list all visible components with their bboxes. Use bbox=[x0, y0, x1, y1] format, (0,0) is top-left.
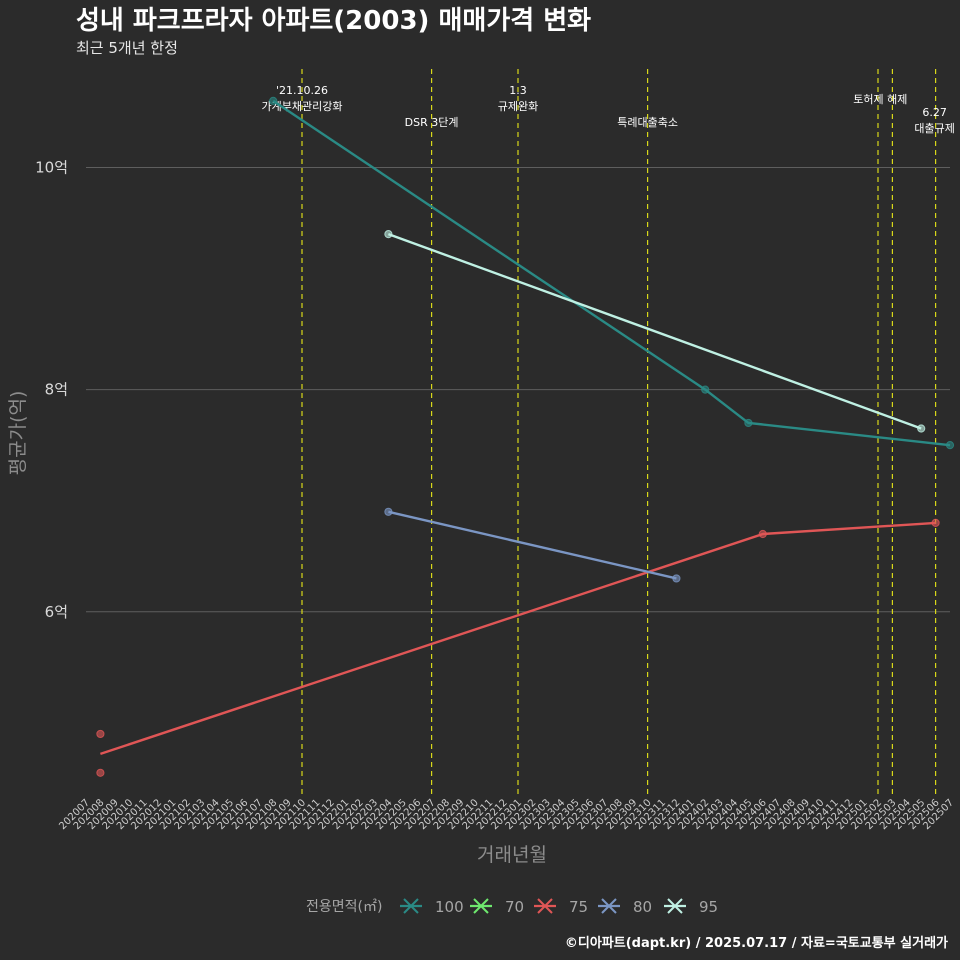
legend-key-cross-75 bbox=[537, 898, 553, 914]
event-label: 대출규제 bbox=[914, 122, 954, 135]
y-axis-title: 평균가(억) bbox=[7, 391, 29, 476]
data-point-100 bbox=[701, 385, 710, 394]
data-point-75 bbox=[758, 529, 767, 539]
event-label: 1.3 bbox=[509, 84, 527, 97]
y-tick-label: 10억 bbox=[35, 159, 68, 177]
legend-key-cross-100 bbox=[403, 898, 419, 914]
data-point-75 bbox=[96, 729, 105, 739]
chart-subtitle: 최근 5개년 한정 bbox=[76, 39, 178, 57]
event-label: DSR 3단계 bbox=[405, 116, 459, 129]
series-layer bbox=[96, 96, 955, 777]
series-line-95 bbox=[387, 232, 922, 430]
series-line-80 bbox=[388, 510, 677, 580]
y-axis-ticks: 6억 8억 10억 bbox=[35, 159, 68, 621]
data-point-80 bbox=[384, 507, 393, 516]
event-label: 토허제 해제 bbox=[853, 92, 907, 106]
legend-key-cross-80 bbox=[601, 898, 617, 914]
y-tick-label: 8억 bbox=[45, 381, 68, 399]
event-label: 6.27 bbox=[922, 106, 947, 119]
y-tick-label: 6억 bbox=[45, 603, 68, 621]
legend-key-cross-95 bbox=[667, 898, 683, 914]
data-point-80 bbox=[672, 574, 681, 583]
x-axis-ticks: 2020072020082020092020102020112020122021… bbox=[57, 797, 956, 832]
legend: 전용면적(㎡) 100 70 75 80 95 bbox=[306, 898, 718, 916]
data-point-95 bbox=[917, 424, 926, 433]
data-point-100 bbox=[269, 96, 278, 105]
data-point-75 bbox=[931, 518, 940, 528]
legend-key-cross-70 bbox=[473, 898, 489, 914]
legend-label-100: 100 bbox=[435, 898, 464, 916]
chart-title: 성내 파크프라자 아파트(2003) 매매가격 변화 bbox=[76, 6, 591, 36]
legend-label-70: 70 bbox=[505, 898, 524, 916]
data-point-100 bbox=[945, 441, 955, 450]
event-label: 특례대출축소 bbox=[617, 116, 678, 129]
event-label: 규제완화 bbox=[498, 100, 538, 113]
event-label: 가계부채관리강화 bbox=[262, 100, 343, 113]
series-line-100 bbox=[272, 99, 951, 447]
data-point-75 bbox=[96, 768, 105, 777]
caption: ©디아파트(dapt.kr) / 2025.07.17 / 자료=국토교통부 실… bbox=[565, 935, 948, 951]
x-axis-title: 거래년월 bbox=[477, 844, 547, 866]
data-point-95 bbox=[384, 230, 393, 239]
legend-label-95: 95 bbox=[699, 898, 718, 916]
event-label: '21.10.26 bbox=[276, 84, 328, 97]
data-point-100 bbox=[744, 418, 753, 428]
legend-label-80: 80 bbox=[633, 898, 652, 916]
legend-title: 전용면적(㎡) bbox=[306, 899, 382, 915]
legend-label-75: 75 bbox=[569, 898, 588, 916]
